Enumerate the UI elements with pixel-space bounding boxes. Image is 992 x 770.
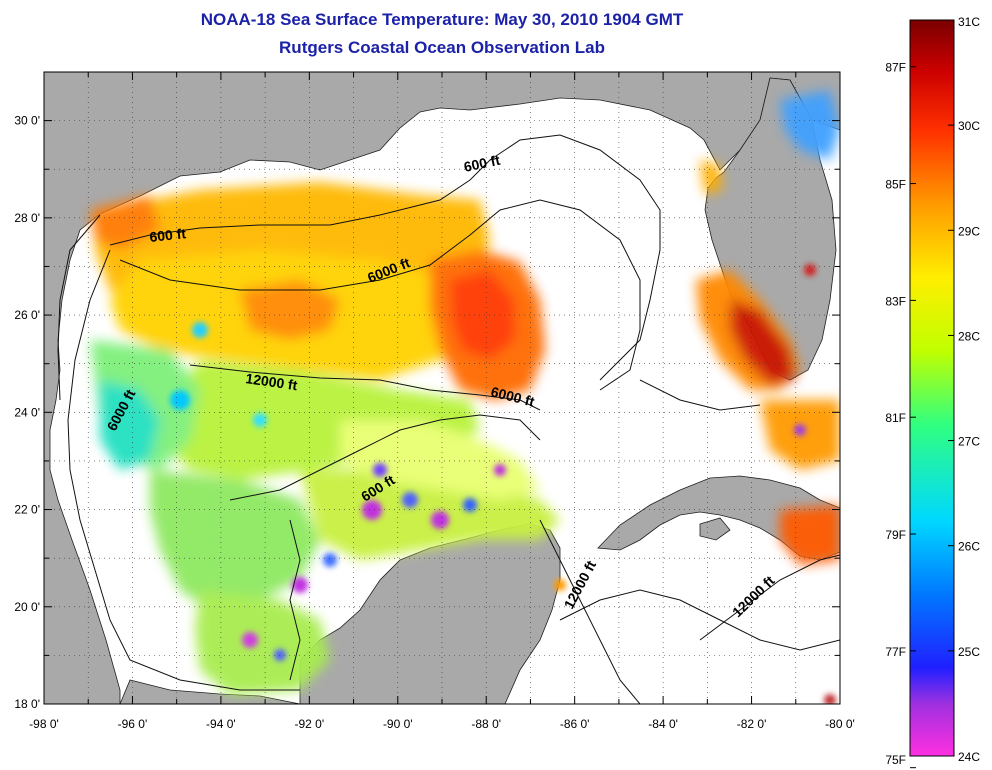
contour-label-600ft-2: 600 ft — [462, 152, 501, 175]
colorbar-ticks — [910, 19, 954, 769]
y-tick-labels: 30 0' 28 0' 26 0' 24 0' 22 0' 20 0' 18 0' — [14, 114, 40, 711]
plot-area: 600 ft 600 ft 6000 ft 12000 ft 6000 ft 6… — [14, 71, 855, 731]
bathymetry-contours — [57, 134, 840, 704]
contour-label-600ft-1: 600 ft — [149, 225, 187, 245]
contour-600ft-west — [57, 214, 101, 401]
colorbar-c-label: 31C — [958, 15, 980, 29]
y-tick-label: 28 0' — [14, 211, 40, 225]
x-tick-label: -86 0' — [560, 717, 590, 731]
lat-lon-grid — [44, 72, 840, 704]
contour-12000ft — [189, 364, 541, 411]
colorbar-gradient — [909, 19, 955, 757]
contour-6000ft-west — [67, 249, 300, 691]
colorbar-f-label: 85F — [885, 178, 906, 192]
contour-600ft-north — [109, 134, 661, 381]
colorbar-f-label: 75F — [885, 753, 906, 767]
x-tick-label: -92 0' — [295, 717, 325, 731]
contour-600ft-yucatan — [229, 414, 541, 501]
colorbar-f-label: 83F — [885, 294, 906, 308]
colorbar-c-label: 25C — [958, 645, 980, 659]
land-north-america — [44, 72, 840, 704]
x-tick-label: -80 0' — [825, 717, 855, 731]
x-tick-label: -96 0' — [118, 717, 148, 731]
x-tick-label: -98 0' — [29, 717, 59, 731]
contour-12000ft-caribbean — [539, 519, 641, 704]
land-isle-of-youth — [699, 517, 731, 541]
contour-east-loop — [639, 379, 761, 411]
y-tick-label: 18 0' — [14, 697, 40, 711]
x-tick-labels: -98 0' -96 0' -94 0' -92 0' -90 0' -88 0' -86 … — [29, 717, 855, 731]
x-tick-label: -82 0' — [737, 717, 767, 731]
map-title: NOAA-18 Sea Surface Temperature: May 30,… — [200, 10, 684, 29]
x-tick-label: -88 0' — [471, 717, 501, 731]
y-tick-label: 24 0' — [14, 405, 40, 419]
land-mexico-south — [119, 679, 301, 704]
sst-speckles — [170, 264, 836, 704]
colorbar-c-label: 24C — [958, 750, 980, 764]
colorbar-f-label: 81F — [885, 411, 906, 425]
colorbar-celsius-labels: 31C 30C 29C 28C 27C 26C 25C 24C — [958, 15, 980, 764]
colorbar-f-label: 77F — [885, 645, 906, 659]
y-tick-label: 30 0' — [14, 114, 40, 128]
x-tick-label: -84 0' — [648, 717, 678, 731]
contour-12000ft-east — [699, 554, 840, 641]
y-tick-label: 20 0' — [14, 600, 40, 614]
colorbar-c-label: 28C — [958, 329, 980, 343]
y-tick-label: 26 0' — [14, 308, 40, 322]
contour-6000ft-north — [119, 199, 641, 391]
colorbar-c-label: 26C — [958, 540, 980, 554]
contour-label-12000ft-1: 12000 ft — [245, 370, 299, 393]
colorbar-f-label: 87F — [885, 61, 906, 75]
y-tick-label: 22 0' — [14, 503, 40, 517]
x-tick-label: -94 0' — [206, 717, 236, 731]
colorbar-c-label: 29C — [958, 224, 980, 238]
map-subtitle: Rutgers Coastal Ocean Observation Lab — [279, 38, 605, 57]
axis-ticks — [43, 71, 841, 705]
x-tick-label: -90 0' — [383, 717, 413, 731]
colorbar-f-label: 79F — [885, 528, 906, 542]
colorbar: 31C 30C 29C 28C 27C 26C 25C 24C 87F 85F 83F 81F 79F… — [885, 15, 980, 769]
colorbar-fahrenheit-labels: 87F 85F 83F 81F 79F 77F 75F — [885, 61, 906, 767]
colorbar-c-label: 27C — [958, 435, 980, 449]
colorbar-c-label: 30C — [958, 119, 980, 133]
